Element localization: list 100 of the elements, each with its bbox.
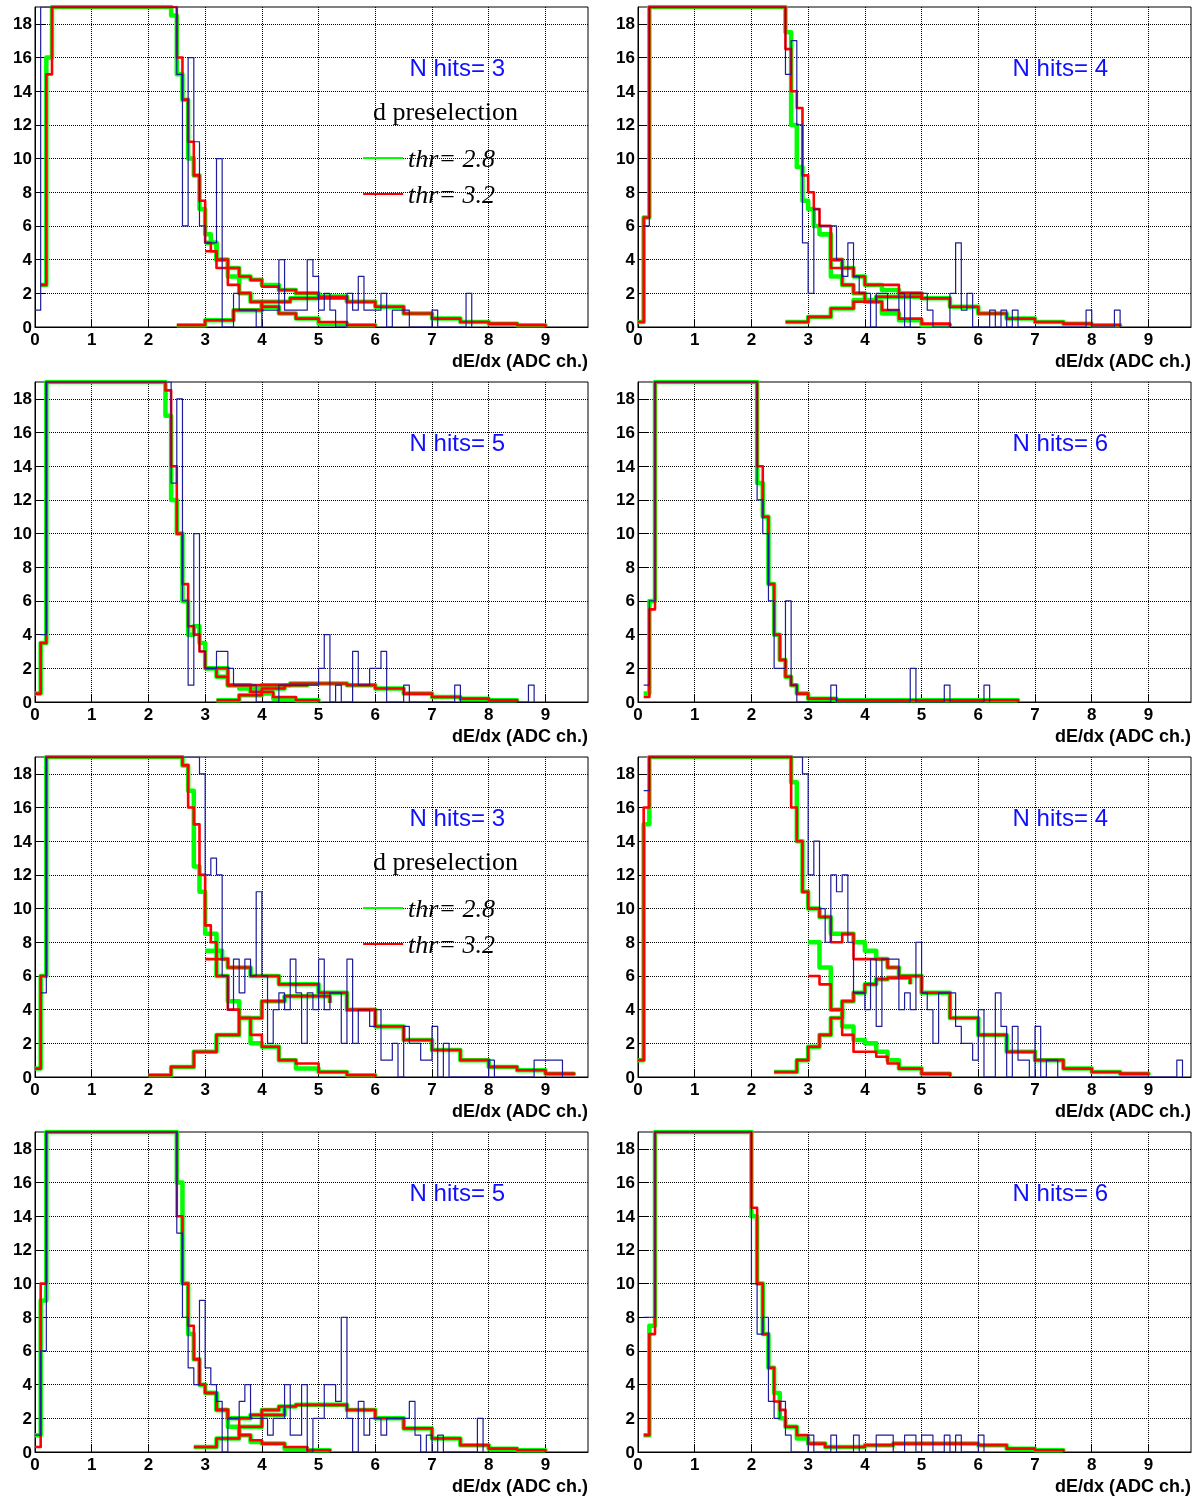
x-tick-label: 6 xyxy=(973,705,984,724)
x-tick-label: 1 xyxy=(689,1455,700,1474)
x-tick-label: 2 xyxy=(746,330,757,349)
x-tick-label: 6 xyxy=(370,705,381,724)
x-tick-label: 5 xyxy=(916,1455,927,1474)
x-tick-label: 7 xyxy=(427,1455,437,1474)
x-tick-label: 9 xyxy=(540,330,551,349)
x-axis-title: dE/dx (ADC ch.) xyxy=(452,1101,589,1121)
y-tick-label: 6 xyxy=(625,1341,635,1361)
x-tick-label: 8 xyxy=(1087,1455,1097,1474)
y-tick-label: 14 xyxy=(13,831,33,851)
annotation: N hits= 3 xyxy=(409,53,506,81)
x-tick-label: 1 xyxy=(689,1080,700,1099)
y-tick-label: 18 xyxy=(616,764,635,784)
x-tick-label: 7 xyxy=(427,1080,437,1099)
legend-label: thr= 2.8 xyxy=(408,143,495,173)
y-tick-label: 18 xyxy=(13,1139,32,1159)
y-tick-label: 8 xyxy=(22,182,32,202)
x-tick-label: 1 xyxy=(86,330,97,349)
y-tick-label: 6 xyxy=(22,966,32,986)
x-tick-label: 8 xyxy=(484,1455,494,1474)
y-tick-label: 10 xyxy=(616,899,635,919)
y-tick-label: 16 xyxy=(616,48,635,68)
x-tick-label: 3 xyxy=(200,705,210,724)
y-tick-label: 4 xyxy=(22,1000,33,1020)
x-tick-label: 9 xyxy=(1143,705,1154,724)
x-tick-label: 9 xyxy=(540,1080,551,1099)
x-tick-label: 7 xyxy=(1030,1080,1040,1099)
x-tick-label: 7 xyxy=(1030,330,1040,349)
y-tick-label: 10 xyxy=(616,1274,635,1294)
x-tick-label: 8 xyxy=(1087,330,1097,349)
x-axis-title: dE/dx (ADC ch.) xyxy=(1055,1476,1192,1496)
y-tick-label: 18 xyxy=(13,14,32,34)
y-tick-label: 4 xyxy=(625,1000,636,1020)
x-tick-label: 4 xyxy=(257,1080,268,1099)
annotation: N hits= 4 xyxy=(1012,53,1109,81)
x-tick-label: 3 xyxy=(200,1080,210,1099)
y-tick-label: 8 xyxy=(22,932,32,952)
x-tick-label: 9 xyxy=(1143,330,1154,349)
y-tick-label: 18 xyxy=(616,1139,635,1159)
y-tick-label: 14 xyxy=(616,831,636,851)
x-tick-label: 4 xyxy=(257,705,268,724)
annotation: N hits= 3 xyxy=(409,803,506,831)
y-tick-label: 8 xyxy=(625,1307,635,1327)
x-tick-label: 3 xyxy=(803,1455,813,1474)
x-tick-label: 9 xyxy=(1143,1080,1154,1099)
y-tick-label: 4 xyxy=(22,625,33,645)
y-tick-label: 12 xyxy=(616,490,635,510)
x-tick-label: 1 xyxy=(689,330,700,349)
x-tick-label: 8 xyxy=(484,330,494,349)
x-tick-label: 5 xyxy=(313,330,324,349)
x-axis-title: dE/dx (ADC ch.) xyxy=(1055,726,1192,746)
x-tick-label: 6 xyxy=(973,1080,984,1099)
y-tick-label: 2 xyxy=(22,1033,32,1053)
x-tick-label: 2 xyxy=(746,1455,757,1474)
y-tick-label: 8 xyxy=(22,557,32,577)
annotation: N hits= 6 xyxy=(1012,428,1109,456)
x-tick-label: 5 xyxy=(313,705,324,724)
y-tick-label: 12 xyxy=(616,865,635,885)
x-tick-label: 6 xyxy=(370,1080,381,1099)
y-tick-label: 2 xyxy=(625,1033,635,1053)
x-tick-label: 8 xyxy=(484,705,494,724)
y-tick-label: 16 xyxy=(616,423,635,443)
y-tick-label: 10 xyxy=(616,149,635,169)
y-tick-label: 2 xyxy=(625,658,635,678)
x-tick-label: 7 xyxy=(427,330,437,349)
y-tick-label: 6 xyxy=(625,591,635,611)
x-tick-label: 1 xyxy=(689,705,700,724)
y-tick-label: 14 xyxy=(616,456,636,476)
x-tick-label: 3 xyxy=(803,705,813,724)
y-tick-label: 14 xyxy=(616,1206,636,1226)
x-axis-title: dE/dx (ADC ch.) xyxy=(452,726,589,746)
x-tick-label: 1 xyxy=(86,1455,97,1474)
x-tick-label: 3 xyxy=(200,1455,210,1474)
annotation: N hits= 5 xyxy=(409,428,506,456)
x-tick-label: 4 xyxy=(860,330,871,349)
y-tick-label: 12 xyxy=(13,490,32,510)
y-tick-label: 6 xyxy=(22,591,32,611)
y-tick-label: 2 xyxy=(22,658,32,678)
x-tick-label: 8 xyxy=(1087,705,1097,724)
y-tick-label: 8 xyxy=(22,1307,32,1327)
x-tick-label: 2 xyxy=(143,1080,154,1099)
x-tick-label: 4 xyxy=(860,705,871,724)
annotation: N hits= 5 xyxy=(409,1178,506,1206)
y-tick-label: 2 xyxy=(22,283,32,303)
x-tick-label: 5 xyxy=(313,1455,324,1474)
y-tick-label: 14 xyxy=(13,456,33,476)
x-tick-label: 4 xyxy=(257,330,268,349)
x-tick-label: 8 xyxy=(484,1080,494,1099)
x-tick-label: 6 xyxy=(370,330,381,349)
x-tick-label: 2 xyxy=(143,330,154,349)
y-tick-label: 2 xyxy=(625,283,635,303)
y-tick-label: 18 xyxy=(616,14,635,34)
y-tick-label: 18 xyxy=(13,389,32,409)
y-tick-label: 12 xyxy=(13,1240,32,1260)
y-tick-label: 2 xyxy=(625,1408,635,1428)
x-tick-label: 9 xyxy=(540,1455,551,1474)
y-tick-label: 4 xyxy=(22,1375,33,1395)
y-tick-label: 18 xyxy=(13,764,32,784)
x-tick-label: 7 xyxy=(427,705,437,724)
